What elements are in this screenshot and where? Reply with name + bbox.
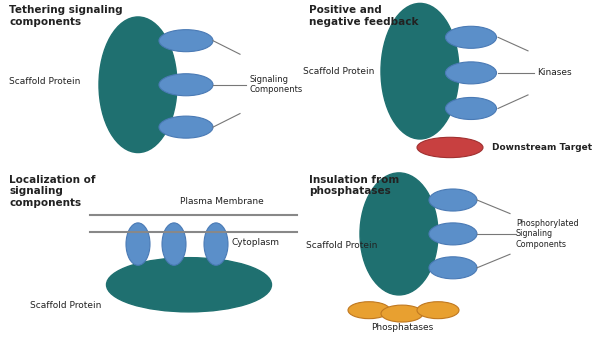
Text: Cytoplasm: Cytoplasm: [231, 238, 279, 247]
Text: Positive and
negative feedback: Positive and negative feedback: [309, 5, 419, 27]
Ellipse shape: [445, 26, 497, 48]
Text: Scaffold Protein: Scaffold Protein: [303, 67, 374, 76]
Text: Signaling
Components: Signaling Components: [249, 75, 302, 95]
Ellipse shape: [417, 137, 483, 158]
Text: Downstream Target: Downstream Target: [492, 143, 592, 152]
Text: Insulation from
phosphatases: Insulation from phosphatases: [309, 175, 399, 196]
Ellipse shape: [126, 223, 150, 265]
Ellipse shape: [381, 305, 423, 322]
Text: Plasma Membrane: Plasma Membrane: [180, 197, 264, 206]
Ellipse shape: [429, 189, 477, 211]
Text: Localization of
signaling
components: Localization of signaling components: [9, 175, 95, 208]
Ellipse shape: [162, 223, 186, 265]
Text: Scaffold Protein: Scaffold Protein: [306, 241, 377, 250]
Text: Kinases: Kinases: [537, 68, 572, 77]
Ellipse shape: [381, 3, 459, 139]
Text: Scaffold Protein: Scaffold Protein: [9, 77, 80, 86]
Ellipse shape: [159, 116, 213, 138]
Ellipse shape: [204, 223, 228, 265]
Ellipse shape: [429, 257, 477, 279]
Text: Tethering signaling
components: Tethering signaling components: [9, 5, 122, 27]
Ellipse shape: [445, 98, 497, 120]
Ellipse shape: [159, 74, 213, 96]
Ellipse shape: [429, 223, 477, 245]
Ellipse shape: [417, 302, 459, 319]
Ellipse shape: [99, 17, 177, 153]
Ellipse shape: [360, 173, 438, 295]
Text: Phosphorylated
Signaling
Components: Phosphorylated Signaling Components: [516, 219, 578, 249]
Ellipse shape: [107, 258, 271, 312]
Ellipse shape: [445, 62, 497, 84]
Text: Phosphatases: Phosphatases: [371, 323, 433, 332]
Text: Scaffold Protein: Scaffold Protein: [30, 301, 101, 310]
Ellipse shape: [159, 30, 213, 52]
Ellipse shape: [348, 302, 390, 319]
